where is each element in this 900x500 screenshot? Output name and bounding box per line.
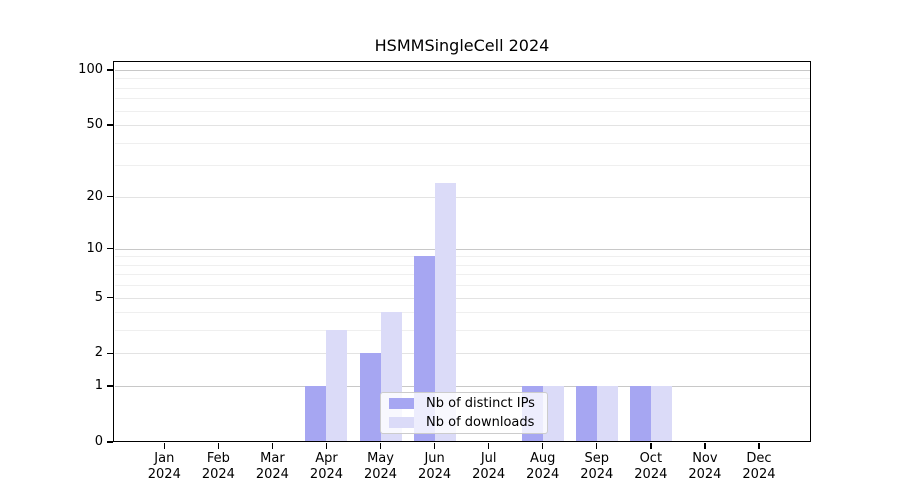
- plot-area: [113, 61, 811, 442]
- y-tick-label-10: 10: [86, 240, 103, 256]
- legend-row-downloads: Nb of downloads: [389, 415, 539, 430]
- y-tick-10: [107, 248, 113, 250]
- gridline-y-10: [114, 248, 810, 250]
- bar-downloads-sep: [596, 386, 618, 441]
- x-tick-label-aug: Aug 2024: [526, 451, 560, 482]
- x-tick-jun: [433, 443, 436, 449]
- gridline-y-80: [114, 87, 810, 89]
- gridline-y-100: [114, 70, 810, 71]
- legend-swatch-ips-icon: [389, 398, 414, 409]
- gridline-y-8: [114, 264, 810, 266]
- x-tick-jul: [487, 443, 490, 449]
- x-tick-label-sep: Sep 2024: [580, 451, 614, 482]
- legend-row-ips: Nb of distinct IPs: [389, 396, 539, 411]
- chart-title: HSMMSingleCell 2024: [374, 36, 550, 55]
- x-tick-aug: [542, 443, 544, 449]
- gridline-y-6: [114, 285, 810, 287]
- y-tick-20: [107, 195, 113, 198]
- gridline-y-2: [114, 353, 810, 355]
- legend-swatch-downloads-icon: [389, 417, 414, 428]
- legend-label-ips: Nb of distinct IPs: [426, 396, 535, 411]
- y-tick-50: [107, 124, 113, 126]
- grid-layer: [114, 63, 810, 441]
- gridline-y-7: [114, 274, 810, 276]
- gridline-y-3: [114, 330, 810, 332]
- x-tick-mar: [271, 443, 274, 449]
- bar-ips-apr: [305, 386, 327, 441]
- y-tick-0: [107, 441, 113, 443]
- gridline-y-30: [114, 165, 810, 167]
- y-tick-label-20: 20: [86, 188, 103, 204]
- y-tick-5: [107, 296, 113, 299]
- y-tick-1: [107, 385, 113, 387]
- x-tick-label-may: May 2024: [363, 451, 398, 482]
- bar-downloads-apr: [326, 330, 348, 441]
- x-tick-feb: [217, 443, 220, 449]
- legend-label-downloads: Nb of downloads: [426, 415, 535, 430]
- bar-ips-may: [359, 353, 381, 441]
- gridline-y-90: [114, 78, 810, 80]
- gridline-y-40: [114, 142, 810, 144]
- x-tick-dec: [758, 443, 760, 449]
- bar-ips-oct: [629, 386, 651, 441]
- y-tick-label-0: 0: [94, 434, 103, 449]
- y-tick-2: [107, 352, 113, 355]
- x-tick-label-mar: Mar 2024: [255, 451, 289, 482]
- bar-downloads-oct: [650, 386, 672, 441]
- x-tick-label-dec: Dec 2024: [742, 451, 776, 482]
- gridline-y-4: [114, 312, 810, 314]
- x-tick-label-jul: Jul 2024: [472, 451, 506, 482]
- x-tick-may: [379, 443, 382, 449]
- x-tick-label-jan: Jan 2024: [147, 451, 181, 482]
- x-tick-jan: [163, 443, 165, 449]
- gridline-y-70: [114, 98, 810, 100]
- bar-downloads-jun: [434, 182, 456, 441]
- x-tick-oct: [650, 443, 652, 449]
- gridline-y-20: [114, 196, 810, 198]
- y-tick-label-2: 2: [94, 345, 103, 361]
- x-tick-nov: [704, 443, 706, 449]
- x-tick-label-feb: Feb 2024: [201, 451, 235, 482]
- x-tick-sep: [596, 443, 598, 449]
- legend: Nb of distinct IPs Nb of downloads: [380, 392, 548, 434]
- x-tick-label-jun: Jun 2024: [418, 451, 452, 482]
- y-tick-label-100: 100: [78, 62, 103, 77]
- y-tick-100: [107, 69, 113, 71]
- gridline-y-60: [114, 110, 810, 112]
- y-tick-label-1: 1: [94, 378, 103, 394]
- x-tick-label-oct: Oct 2024: [634, 451, 668, 482]
- y-tick-label-5: 5: [94, 289, 103, 305]
- x-tick-label-apr: Apr 2024: [309, 451, 344, 482]
- gridline-y-5: [114, 297, 810, 299]
- y-tick-label-50: 50: [86, 117, 103, 133]
- gridline-y-9: [114, 256, 810, 258]
- bar-ips-sep: [575, 386, 597, 441]
- x-tick-label-nov: Nov 2024: [688, 451, 722, 482]
- gridline-y-50: [114, 125, 810, 127]
- x-tick-apr: [325, 443, 328, 449]
- gridline-y-1: [114, 386, 810, 388]
